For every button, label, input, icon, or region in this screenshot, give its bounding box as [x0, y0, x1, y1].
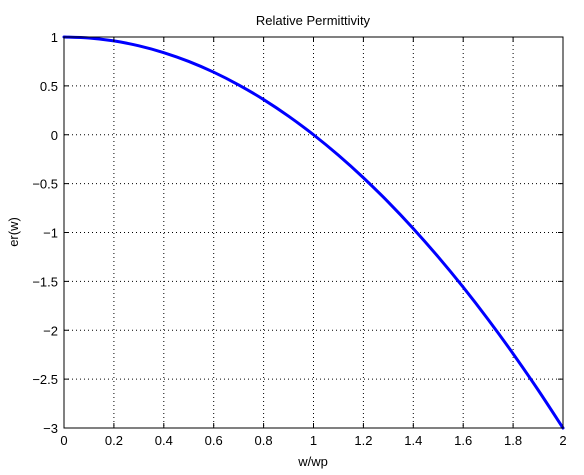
y-tick-label: 0.5: [40, 79, 58, 94]
x-tick-label: 1.4: [404, 433, 422, 448]
y-tick-label: 1: [51, 30, 58, 45]
x-axis-label: w/wp: [297, 454, 328, 469]
x-tick-label: 0: [60, 433, 67, 448]
x-tick-label: 0.2: [105, 433, 123, 448]
x-tick-label: 1.2: [354, 433, 372, 448]
x-tick-label: 2: [559, 433, 566, 448]
y-axis-label: er(w): [6, 217, 21, 247]
x-tick-label: 1.8: [504, 433, 522, 448]
x-tick-label: 1.6: [454, 433, 472, 448]
tick-marks: [63, 36, 564, 429]
chart-title: Relative Permittivity: [256, 13, 371, 28]
y-tick-label: −0.5: [32, 177, 58, 192]
y-tick-label: −3: [43, 421, 58, 436]
x-tick-label: 0.4: [155, 433, 173, 448]
y-tick-label: −2: [43, 323, 58, 338]
plot-area-background: [64, 37, 563, 428]
x-tick-label: 0.6: [205, 433, 223, 448]
tick-labels: 0 0.2 0.4 0.6 0.8 1 1.2 1.4 1.6 1.8 2 1 0.5 0 −0.5 −1 −1…: [32, 30, 566, 448]
y-tick-label: −1: [43, 226, 58, 241]
x-tick-label: 1: [310, 433, 317, 448]
y-tick-label: −2.5: [32, 372, 58, 387]
series-layer: [62, 35, 565, 430]
y-tick-label: 0: [51, 128, 58, 143]
y-tick-label: −1.5: [32, 274, 58, 289]
x-tick-label: 0.8: [255, 433, 273, 448]
series-line: [62, 35, 565, 430]
